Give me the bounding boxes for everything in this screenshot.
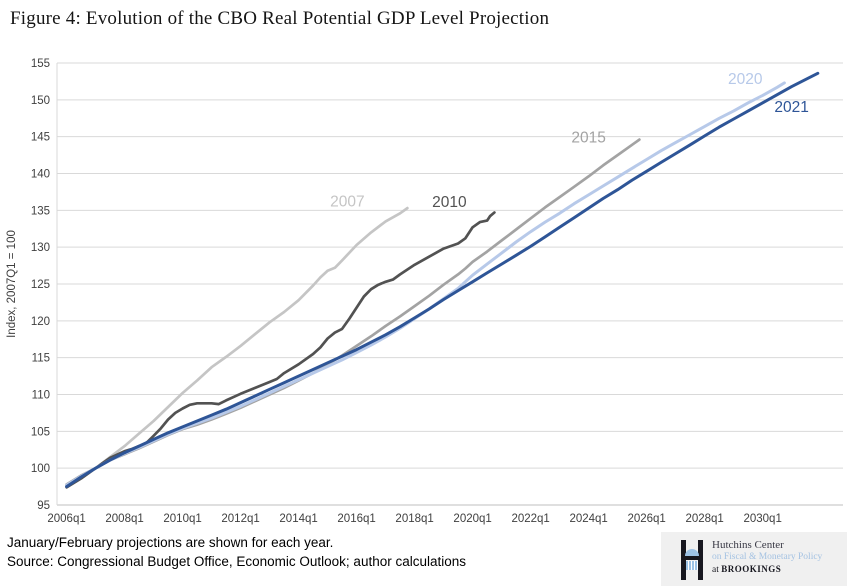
x-tick-label: 2030q1 — [743, 513, 781, 525]
x-tick-label: 2018q1 — [395, 513, 433, 525]
figure-title: Figure 4: Evolution of the CBO Real Pote… — [10, 8, 550, 29]
y-tick-label: 130 — [31, 242, 50, 254]
logo-crossbar — [685, 556, 699, 560]
series-label-2010: 2010 — [432, 194, 467, 211]
y-tick-label: 155 — [31, 58, 50, 70]
x-tick-label: 2020q1 — [453, 513, 491, 525]
y-axis-title: Index, 2007Q1 = 100 — [6, 230, 18, 338]
y-tick-label: 110 — [32, 390, 50, 402]
x-tick-label: 2016q1 — [337, 513, 375, 525]
series-label-2015: 2015 — [571, 129, 605, 146]
x-tick-label: 2028q1 — [685, 513, 723, 525]
x-tick-label: 2008q1 — [105, 513, 143, 525]
y-tick-label: 125 — [31, 279, 50, 291]
x-tick-label: 2012q1 — [221, 513, 259, 525]
logo-brand: BROOKINGS — [721, 564, 782, 574]
series-line-2010 — [65, 211, 496, 489]
series-label-2021: 2021 — [774, 99, 808, 116]
x-tick-label: 2006q1 — [47, 513, 85, 525]
logo-brookings-line: at BROOKINGS — [712, 563, 844, 576]
series-label-2007: 2007 — [330, 193, 364, 210]
y-tick-label: 140 — [31, 169, 50, 181]
y-tick-label: 100 — [31, 463, 50, 475]
y-tick-label: 95 — [37, 500, 50, 512]
y-tick-label: 105 — [31, 426, 50, 438]
y-tick-label: 145 — [31, 132, 50, 144]
source-note: Source: Congressional Budget Office, Eco… — [7, 554, 466, 569]
hutchins-h-logo-icon — [681, 540, 703, 580]
series-line-2021 — [65, 71, 820, 489]
y-tick-label: 150 — [31, 95, 50, 107]
x-tick-label: 2010q1 — [163, 513, 201, 525]
y-tick-label: 135 — [31, 205, 50, 217]
logo-tagline: on Fiscal & Monetary Policy — [712, 552, 823, 562]
logo-right-bar — [698, 540, 703, 580]
logo-org-name: Hutchins Center — [712, 539, 784, 551]
y-tick-label: 120 — [31, 316, 50, 328]
logo-left-bar — [681, 540, 686, 580]
chart-footnote: January/February projections are shown f… — [7, 535, 334, 550]
logo-text-block: Hutchins Center on Fiscal & Monetary Pol… — [712, 539, 844, 576]
y-tick-label: 115 — [32, 353, 50, 365]
series-label-2020: 2020 — [728, 71, 763, 88]
x-tick-label: 2026q1 — [627, 513, 665, 525]
logo-columns-icon — [686, 561, 698, 570]
x-tick-label: 2014q1 — [279, 513, 317, 525]
x-tick-label: 2024q1 — [569, 513, 607, 525]
logo-at-prefix: at — [712, 565, 722, 575]
logo-dome-icon — [685, 549, 699, 556]
x-tick-label: 2022q1 — [511, 513, 549, 525]
